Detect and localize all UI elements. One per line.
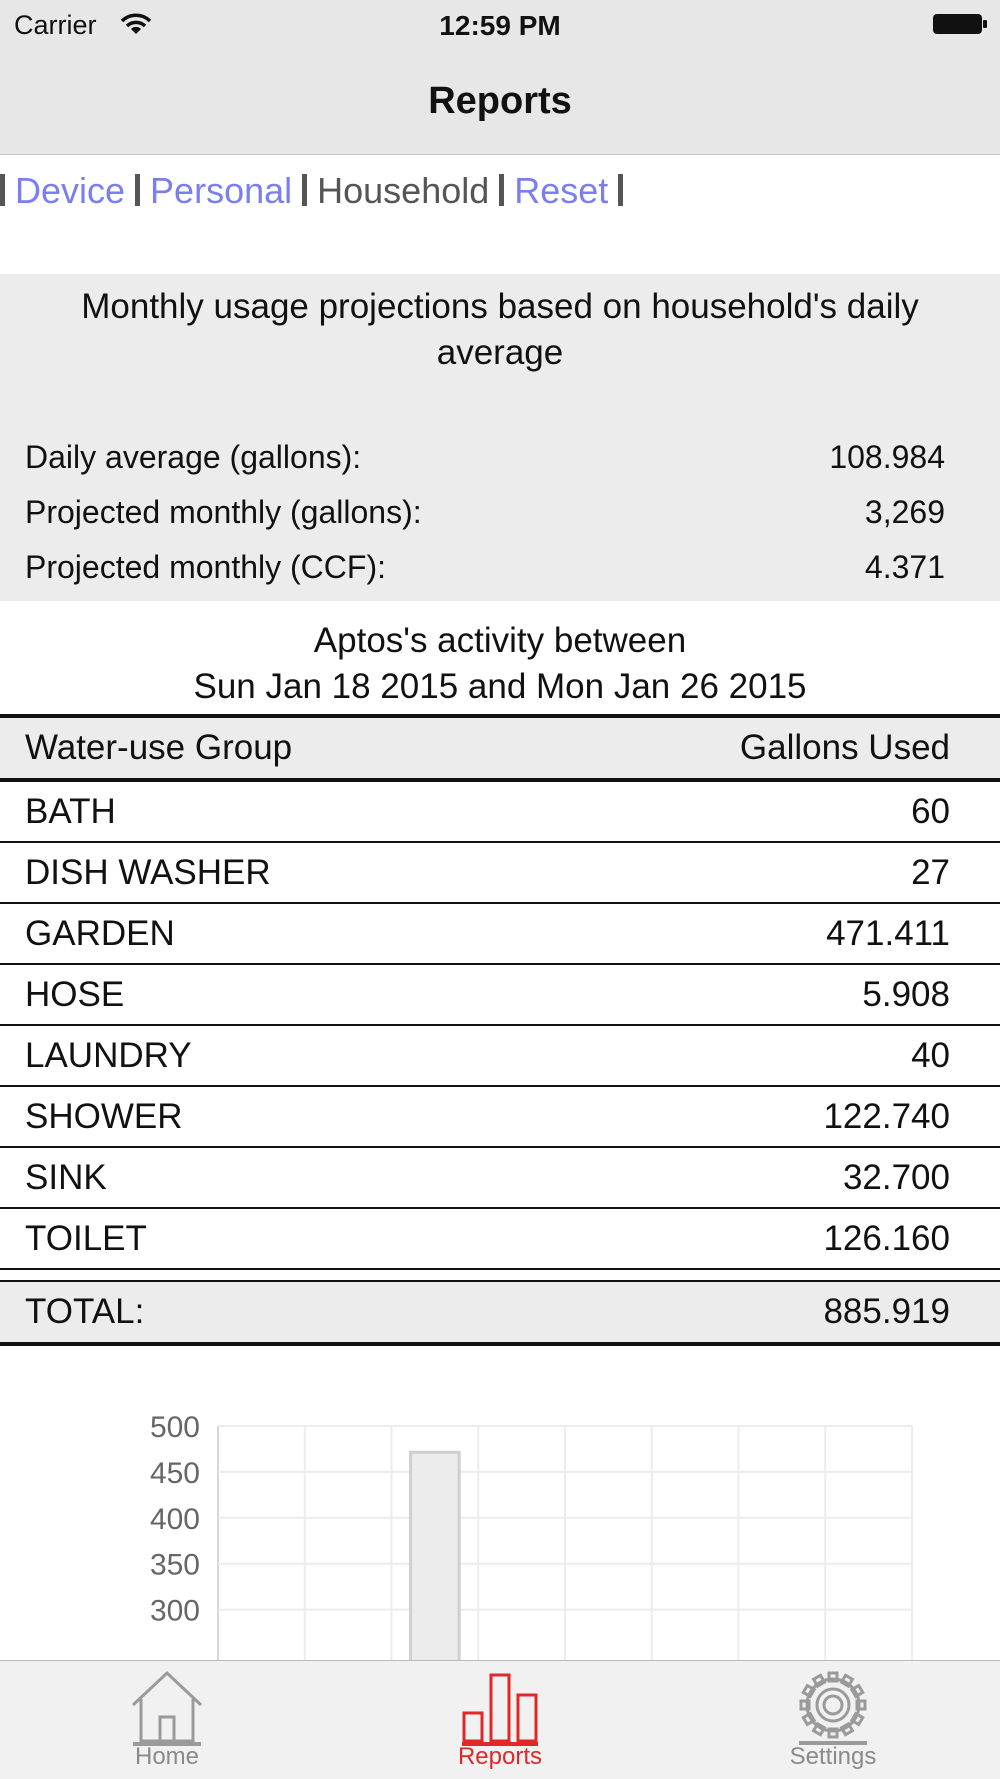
summary-row-projected-ccf: Projected monthly (CCF): 4.371 [25,549,945,586]
table-divider [0,1270,1000,1282]
home-icon [131,1670,203,1746]
tab-settings[interactable]: Settings [733,1661,933,1779]
summary-title: Monthly usage projections based on house… [81,287,919,372]
row-group: TOILET [25,1219,147,1258]
chart-y-tick-label: 300 [150,1595,200,1628]
projection-summary: Monthly usage projections based on house… [0,274,1000,601]
segment-household[interactable]: Household [317,170,490,211]
table-row: DISH WASHER 27 [0,843,1000,904]
table-row: HOSE 5.908 [0,965,1000,1026]
summary-label: Projected monthly (gallons): [25,494,422,530]
row-gallons: 122.740 [823,1097,950,1136]
summary-value: 108.984 [829,439,945,475]
segment-reset[interactable]: Reset [514,170,609,211]
segment-divider [618,174,624,206]
segment-divider [0,174,5,206]
row-gallons: 32.700 [842,1158,950,1197]
gear-icon [799,1671,867,1745]
table-row: GARDEN 471.411 [0,904,1000,965]
row-gallons: 471.411 [826,914,950,953]
navigation-bar: Reports [0,50,1000,155]
tab-home[interactable]: Home [67,1661,267,1779]
total-label: TOTAL: [25,1292,145,1331]
summary-row-daily-average: Daily average (gallons): 108.984 [25,439,945,476]
table-row: LAUNDRY 40 [0,1026,1000,1087]
row-gallons: 27 [911,853,950,892]
segment-personal[interactable]: Personal [150,170,293,211]
clock: 12:59 PM [439,10,561,41]
row-gallons: 40 [911,1036,950,1075]
row-group: BATH [25,792,116,831]
usage-table: Water-use Group Gallons Used BATH 60 DIS… [0,714,1000,1346]
chart-y-tick-label: 450 [150,1457,200,1490]
table-row: TOILET 126.160 [0,1209,1000,1270]
carrier-label: Carrier [14,10,97,40]
table-total-row: TOTAL: 885.919 [0,1282,1000,1346]
battery-icon [933,14,987,34]
table-row: BATH 60 [0,782,1000,843]
total-value: 885.919 [823,1292,950,1331]
row-group: HOSE [25,975,125,1014]
usage-bar-chart: 300 350 400 450 500 [0,1400,1000,1660]
page-title: Reports [428,80,572,122]
segment-divider [499,174,505,206]
tab-bar: Home Reports Settings [0,1660,1000,1779]
summary-row-projected-gallons: Projected monthly (gallons): 3,269 [25,494,945,531]
row-group: SHOWER [25,1097,183,1136]
chart-canvas: 300 350 400 450 500 [150,1411,913,1660]
activity-date-range: Sun Jan 18 2015 and Mon Jan 26 2015 [193,667,807,706]
row-group: SINK [25,1158,107,1197]
header-water-use-group: Water-use Group [25,728,293,767]
chart-y-tick-label: 500 [150,1411,200,1444]
summary-value: 4.371 [864,549,945,585]
row-group: GARDEN [25,914,175,953]
activity-caption: Aptos's activity between Sun Jan 18 2015… [0,618,1000,710]
tab-label: Home [134,1743,200,1770]
wifi-icon [120,13,152,34]
report-type-selector: Device Personal Household Reset [0,170,633,214]
bar-chart-icon [462,1673,538,1746]
chart-y-tick-label: 350 [150,1549,200,1582]
row-gallons: 60 [911,792,950,831]
tab-reports[interactable]: Reports [400,1661,600,1779]
summary-value: 3,269 [864,494,945,530]
table-row: SHOWER 122.740 [0,1087,1000,1148]
segment-divider [302,174,308,206]
row-gallons: 5.908 [862,975,950,1014]
chart-y-tick-label: 400 [150,1503,200,1536]
tab-label: Settings [789,1743,877,1770]
chart-bar [409,1450,461,1660]
summary-label: Daily average (gallons): [25,439,362,475]
summary-label: Projected monthly (CCF): [25,549,386,585]
row-group: DISH WASHER [25,853,271,892]
activity-line-1: Aptos's activity between [313,621,687,660]
status-bar: Carrier 12:59 PM [0,0,1000,50]
table-header: Water-use Group Gallons Used [0,714,1000,782]
header-gallons-used: Gallons Used [739,728,950,767]
tab-label: Reports [457,1743,543,1770]
table-row: SINK 32.700 [0,1148,1000,1209]
row-group: LAUNDRY [25,1036,192,1075]
segment-divider [135,174,141,206]
row-gallons: 126.160 [823,1219,950,1258]
segment-device[interactable]: Device [15,170,126,211]
